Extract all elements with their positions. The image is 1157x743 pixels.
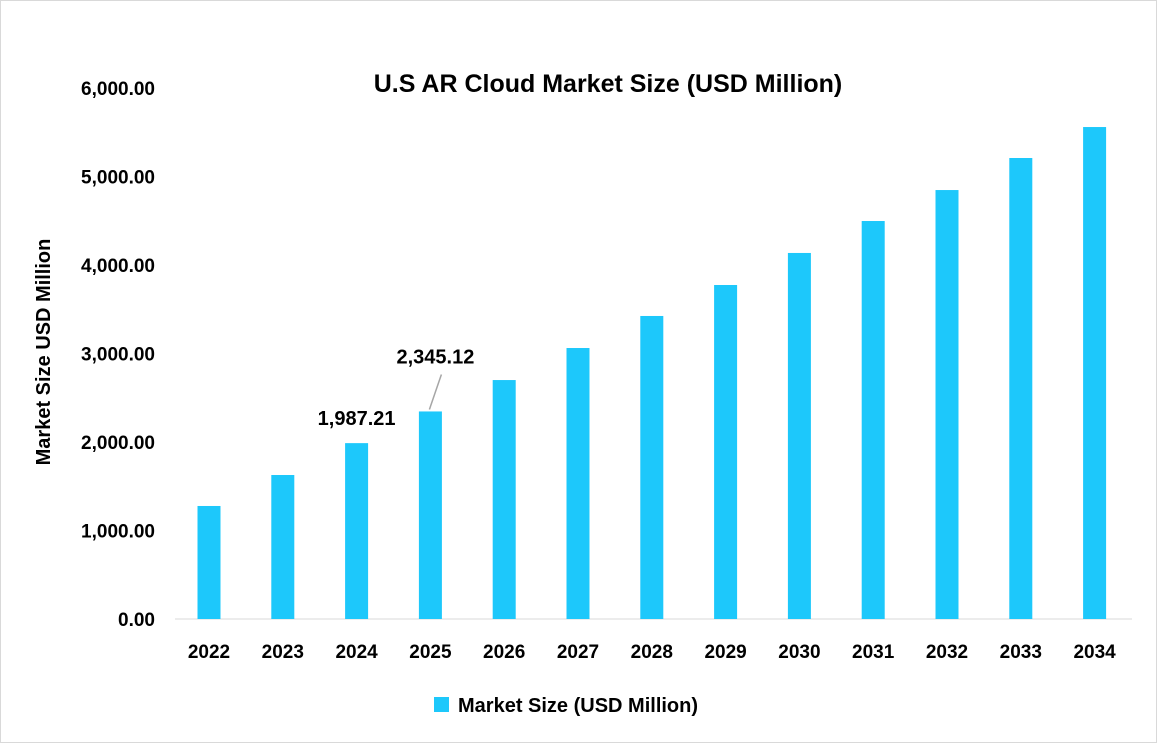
bar-2022 [197,505,221,619]
data-label: 1,987.21 [318,408,396,430]
bar-2033 [1009,158,1033,620]
bar-2024 [345,443,369,619]
x-tick-label: 2031 [852,642,895,663]
x-tick-label: 2030 [778,642,820,663]
y-tick-label: 1,000.00 [81,522,155,543]
y-tick-label: 0.00 [118,610,155,631]
x-tick-label: 2025 [409,642,452,663]
bar-2029 [714,285,738,619]
x-tick-label: 2026 [483,642,525,663]
legend-swatch [434,697,449,712]
chart-title: U.S AR Cloud Market Size (USD Million) [374,70,843,98]
x-tick-label: 2022 [188,642,230,663]
y-tick-label: 4,000.00 [81,256,155,277]
y-tick-label: 2,000.00 [81,433,155,454]
y-tick-label: 3,000.00 [81,345,155,366]
bar-2028 [640,315,664,619]
bar-2030 [787,252,811,620]
x-tick-label: 2033 [1000,642,1042,663]
data-label: 2,345.12 [396,346,474,368]
bar-2034 [1083,127,1107,619]
y-tick-label: 6,000.00 [81,79,155,100]
y-axis-label: Market Size USD Million [33,239,55,466]
legend-label: Market Size (USD Million) [458,695,698,717]
x-tick-label: 2034 [1073,642,1116,663]
y-tick-label: 5,000.00 [81,168,155,189]
bar-2032 [935,190,959,619]
bar-2031 [861,221,885,619]
x-tick-label: 2029 [704,642,746,663]
leader-line [428,374,443,410]
x-tick-label: 2032 [926,642,968,663]
bar-2025 [418,411,442,619]
x-tick-label: 2027 [557,642,599,663]
bar-2023 [271,475,295,619]
bar-2027 [566,348,590,619]
x-tick-label: 2023 [262,642,304,663]
x-tick-label: 2024 [335,642,378,663]
x-tick-label: 2028 [631,642,673,663]
bar-2026 [492,380,516,619]
